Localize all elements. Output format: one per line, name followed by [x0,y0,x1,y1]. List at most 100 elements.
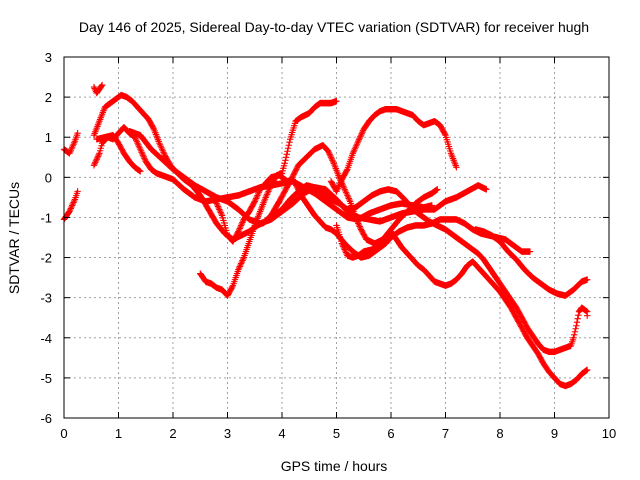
data-point [133,138,141,145]
data-point [349,150,357,157]
data-point [71,197,78,205]
data-point [138,149,145,156]
data-point [214,203,222,210]
data-point [358,130,365,137]
x-tick-label: 0 [60,426,67,441]
data-point [526,248,534,255]
data-point [93,156,100,163]
data-point [139,150,146,157]
data-point [335,183,342,191]
data-point [90,162,98,169]
data-point [234,229,241,236]
x-axis-label: GPS time / hours [281,458,388,474]
y-tick-label: -3 [40,291,52,306]
data-point [357,224,364,232]
data-point [573,322,580,329]
data-point [135,141,142,148]
data-point [238,220,246,228]
data-point [325,149,333,156]
data-point [253,193,260,201]
data-point [340,243,347,250]
y-tick-label: -1 [40,210,52,225]
data-point [353,141,361,148]
data-point [69,142,77,149]
data-point [571,328,579,335]
data-point [333,188,340,195]
series-track-12 [327,105,460,195]
data-point [71,139,78,146]
y-tick-label: 2 [45,90,52,105]
data-point [239,219,246,226]
x-tick-label: 5 [333,426,340,441]
data-point [340,184,348,192]
data-point [251,198,258,205]
data-point [351,145,359,152]
data-point [342,247,349,255]
data-point [337,179,344,186]
data-point [150,124,157,132]
data-point [328,155,335,162]
data-point [584,312,591,319]
data-point [265,188,272,195]
data-point [67,147,75,154]
data-point [140,153,147,160]
data-point [235,266,242,273]
data-point [211,195,218,203]
data-point [483,186,490,193]
data-point [282,157,289,164]
data-point [264,189,271,197]
x-tick-label: 7 [442,426,449,441]
data-point [357,133,364,140]
y-tick-label: 3 [45,50,52,65]
data-point [286,139,293,146]
data-point [218,210,225,218]
data-point [157,143,164,150]
data-point [356,135,363,142]
data-point [575,312,582,319]
data-point [343,167,350,174]
data-point [159,147,166,154]
data-point [98,82,105,90]
data-point [135,143,143,150]
data-point [434,186,441,193]
data-point [92,157,100,164]
data-point [352,214,359,221]
data-point [336,180,344,188]
series-track-10 [259,142,441,247]
data-point [74,130,81,137]
data-point [344,193,352,201]
data-point [570,334,577,341]
data-point [237,260,245,267]
data-point [355,136,363,143]
x-tick-labels: 0 1 2 3 4 5 6 7 8 9 10 [60,426,616,441]
data-point [216,206,223,213]
data-point [325,148,332,155]
data-point [333,97,340,105]
data-point [237,261,244,269]
data-point [239,255,247,263]
data-point [357,132,365,139]
data-point [267,183,274,191]
data-point [282,154,290,161]
data-point [215,204,222,212]
data-point [584,276,591,283]
data-point [239,257,246,264]
data-points [60,81,591,390]
data-point [235,228,242,235]
y-axis-label: SDTVAR / TECUs [6,182,22,294]
data-point [68,202,76,209]
data-point [254,190,262,198]
data-point [134,140,141,147]
data-point [213,200,220,207]
data-point [441,130,449,138]
x-tick-label: 6 [387,426,394,441]
data-point [252,195,260,202]
data-point [453,164,460,171]
data-point [137,146,144,153]
data-point [235,226,243,234]
data-point [214,201,221,209]
data-point [68,144,76,151]
data-point [250,199,258,206]
data-point [342,249,350,256]
